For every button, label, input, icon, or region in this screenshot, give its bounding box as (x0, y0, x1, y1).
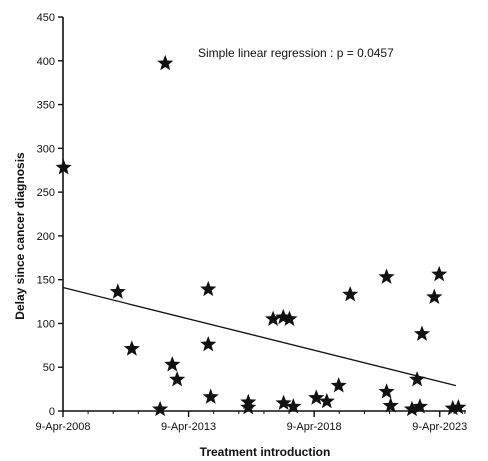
data-point-star (55, 159, 72, 175)
data-points (55, 54, 467, 417)
data-point-star (382, 397, 399, 413)
regression-annotation: Simple linear regression : p = 0.0457 (198, 46, 394, 60)
y-tick-label: 250 (37, 187, 55, 199)
data-point-star (285, 398, 302, 414)
data-point-star (109, 283, 126, 299)
data-point-star (403, 400, 421, 417)
y-tick-label: 400 (37, 56, 55, 68)
x-tick-label: 9-Apr-2013 (161, 421, 216, 433)
regression-line (62, 286, 457, 387)
data-point-star (200, 335, 217, 352)
data-point-star (411, 398, 429, 414)
data-point-star (413, 325, 431, 341)
data-point-star (157, 54, 174, 71)
y-axis-title: Delay since cancer diagnosis (13, 152, 27, 320)
y-tick-label: 100 (37, 318, 55, 330)
y-tick-label: 0 (49, 406, 55, 418)
data-point-star (275, 394, 292, 410)
x-tick-label: 9-Apr-2008 (35, 421, 90, 433)
data-point-star (378, 383, 395, 399)
y-tick-label: 150 (37, 275, 55, 287)
y-axis-ticks: 0 50 100 150 200 250 300 350 400 450 (37, 12, 63, 418)
y-tick-label: 350 (37, 100, 55, 112)
data-point-star (281, 310, 298, 326)
data-point-star (342, 286, 359, 302)
y-tick-label: 450 (37, 12, 55, 24)
data-point-star (265, 310, 282, 326)
data-point-star (378, 268, 395, 284)
x-tick-label: 9-Apr-2023 (412, 421, 467, 433)
data-point-star (152, 400, 169, 417)
data-point-star (450, 399, 467, 415)
data-point-star (240, 399, 257, 415)
data-point-star (169, 370, 186, 387)
data-point-star (330, 377, 347, 393)
data-point-star (202, 388, 219, 404)
x-axis-ticks: 9-Apr-2008 9-Apr-2013 9-Apr-2018 9-Apr-2023 (35, 411, 467, 433)
data-point-star (409, 370, 426, 387)
y-tick-label: 50 (43, 362, 55, 374)
data-point-star (431, 265, 448, 282)
data-point-star (123, 340, 140, 356)
data-point-star (200, 280, 217, 297)
y-tick-label: 200 (37, 231, 55, 243)
data-point-star (426, 288, 443, 305)
data-point-star (444, 399, 461, 416)
data-point-star (318, 392, 335, 409)
data-point-star (164, 356, 181, 372)
data-point-star (308, 389, 325, 405)
x-tick-label: 9-Apr-2018 (287, 421, 342, 433)
x-axis-title: Treatment introduction (200, 445, 331, 459)
y-tick-label: 300 (37, 143, 55, 155)
